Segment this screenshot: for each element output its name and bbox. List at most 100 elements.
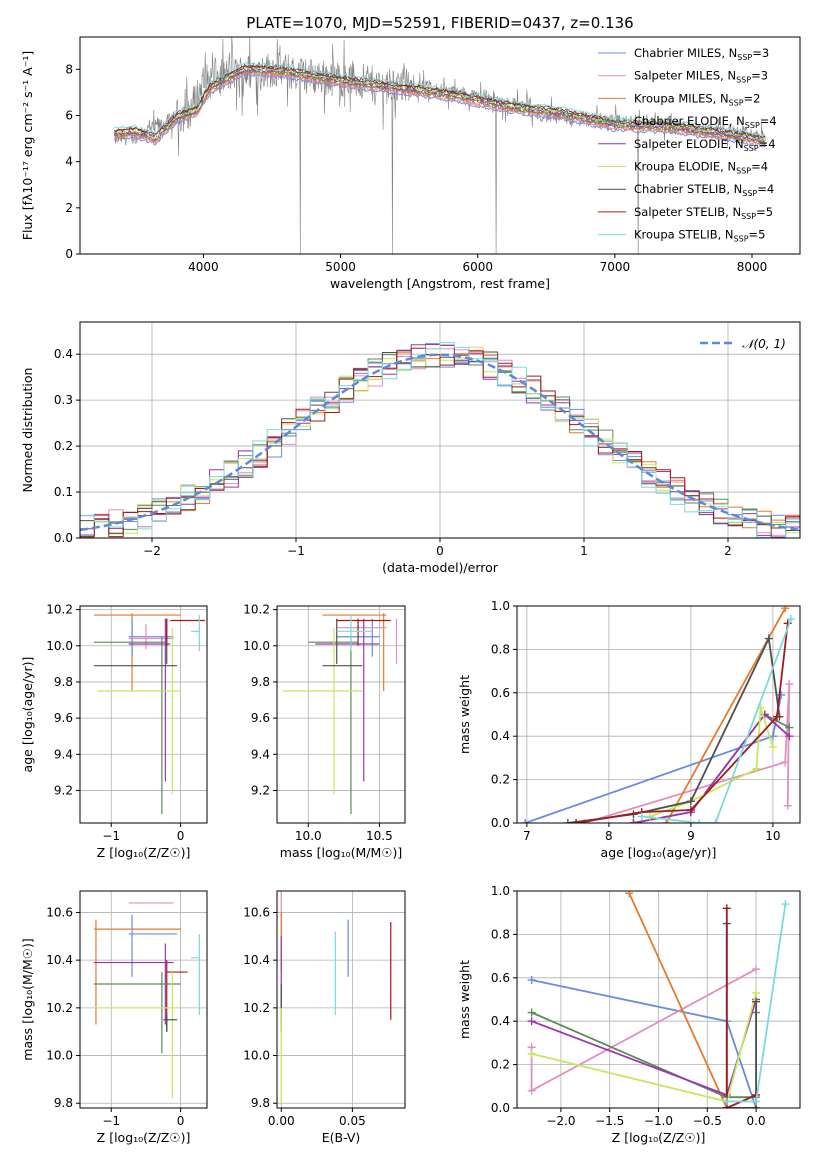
- figure-title: PLATE=1070, MJD=52591, FIBERID=0437, z=0…: [246, 14, 633, 32]
- x-tick-label: 10.0: [295, 829, 322, 843]
- y-tick-label: 9.2: [54, 783, 73, 797]
- legend-suffix: =4: [759, 137, 776, 151]
- plot-area: [280, 891, 392, 1104]
- y-tick-label: 9.6: [251, 711, 270, 725]
- legend-subscript: SSP: [736, 76, 751, 85]
- y-tick-label: 8: [65, 62, 73, 76]
- y-tick-label: 1.0: [491, 599, 510, 613]
- plot-area: [282, 613, 398, 814]
- legend-suffix: =3: [752, 46, 769, 60]
- y-tick-label: 10.6: [46, 905, 73, 919]
- legend-text: Kroupa MILES, N: [634, 91, 729, 105]
- legend-suffix: =4: [751, 160, 768, 174]
- legend-text: Salpeter STELIB, N: [634, 205, 741, 219]
- y-tick-label: 1.0: [491, 884, 510, 898]
- axes-border: [79, 36, 801, 255]
- y-tick-label: 0.4: [491, 1014, 510, 1028]
- x-tick-label: −1: [102, 829, 120, 843]
- axes-frame: −2 −1 0 1 2 0.0 0.1 0.2 0.3 0.4 (data-model)/error…: [20, 321, 801, 575]
- y-tick-label: 9.4: [54, 747, 73, 761]
- x-axis-label: (data-model)/error: [382, 560, 499, 575]
- y-tick-label: 9.8: [251, 675, 270, 689]
- marker-salpeter_elodie: [527, 1017, 536, 1026]
- x-tick-label: −2.0: [546, 1114, 575, 1128]
- x-tick-label: 6000: [462, 260, 493, 274]
- x-axis-label: Z [log₁₀(Z/Z☉)]: [612, 1130, 706, 1145]
- marker-kroupa_stelib: [786, 615, 795, 624]
- panel-age-vs-mass: 10.0 10.5 9.2 9.4 9.6 9.8 10.0 10.2 mass [log₁₀(…: [243, 603, 406, 860]
- axes-frame: 7 8 9 10 0.0 0.2 0.4 0.6 0.8 1.0 age [log₁₀(age/yr…: [457, 599, 801, 860]
- axes-frame: −1 0 9.2 9.4 9.6 9.8 10.0 10.2 Z [log₁₀(Z/Z☉)] ag…: [20, 603, 208, 860]
- legend-subscript: SSP: [741, 212, 756, 221]
- y-axis-label: Flux [fλ10⁻¹⁷ erg cm⁻² s⁻¹ A⁻¹]: [20, 51, 35, 240]
- marker-kroupa_stelib: [781, 900, 790, 909]
- y-tick-label: 10.4: [243, 953, 270, 967]
- legend-entry-kroupa_miles: Kroupa MILES, NSSP=2: [634, 91, 760, 107]
- x-tick-label: 10: [765, 829, 780, 843]
- axes-frame: 4000 5000 6000 7000 8000 0 2 4 6 8 wavelength [Ang…: [20, 36, 801, 291]
- model-spectrum-kroupa_stelib: [114, 61, 767, 138]
- legend-text: Chabrier STELIB, N: [634, 182, 742, 196]
- axes-frame: −1 0 9.8 10.0 10.2 10.4 10.6 Z [log₁₀(Z/Z☉)] mas…: [20, 890, 208, 1145]
- y-tick-label: 2: [65, 201, 73, 215]
- marker-chabrier_elodie: [785, 723, 794, 732]
- y-tick-label: 10.0: [243, 639, 270, 653]
- marker-kroupa_stelib: [711, 819, 720, 823]
- x-tick-label: 8: [605, 829, 613, 843]
- y-tick-label: 0.6: [491, 686, 510, 700]
- axes-frame: −2.0 −1.5 −1.0 −0.5 0.0 0.0 0.2 0.4 0.6 0.8 1.0 Z […: [457, 884, 801, 1145]
- x-tick-label: 1: [580, 544, 588, 558]
- marker-chabrier_miles: [777, 690, 786, 699]
- x-tick-label: 2: [724, 544, 732, 558]
- x-tick-label: 0: [436, 544, 444, 558]
- legend-subscript: SSP: [742, 189, 757, 198]
- x-tick-label: −2: [143, 544, 161, 558]
- x-axis-label: age [log₁₀(age/yr)]: [601, 845, 717, 860]
- panel-spectrum: 4000 5000 6000 7000 8000 0 2 4 6 8 wavelength [Ang…: [20, 36, 801, 291]
- series-chabrier_miles: [531, 979, 757, 1108]
- panel-age-vs-metallicity: −1 0 9.2 9.4 9.6 9.8 10.0 10.2 Z [log₁₀(Z/Z☉)] ag…: [20, 603, 208, 860]
- marker-salpeter_stelib: [572, 819, 581, 823]
- legend-subscript: SSP: [744, 144, 759, 153]
- y-tick-label: 10.4: [46, 953, 73, 967]
- panel-mass-vs-metallicity: −1 0 9.8 10.0 10.2 10.4 10.6 Z [log₁₀(Z/Z☉)] mas…: [20, 890, 208, 1145]
- y-axis-label: mass weight: [457, 960, 472, 1039]
- y-tick-label: 9.8: [54, 675, 73, 689]
- model-spectrum-salpeter_elodie: [113, 67, 767, 143]
- y-tick-label: 0.6: [491, 971, 510, 985]
- x-tick-label: 4000: [188, 260, 219, 274]
- series-kroupa_elodie: [531, 992, 757, 1108]
- model-spectrum-kroupa_elodie: [113, 66, 766, 142]
- plot-area: [113, 37, 767, 254]
- axes-border: [516, 605, 801, 824]
- x-tick-label: −0.5: [693, 1114, 722, 1128]
- legend-suffix: =3: [751, 69, 768, 83]
- x-tick-label: −1: [287, 544, 305, 558]
- marker-salpeter_miles: [527, 1086, 536, 1095]
- y-tick-label: 10.2: [243, 1001, 270, 1015]
- marker-salpeter_miles: [785, 680, 794, 689]
- axes-frame: 10.0 10.5 9.2 9.4 9.6 9.8 10.0 10.2 mass [log₁₀(…: [243, 603, 406, 860]
- marker-kroupa_miles: [781, 606, 790, 613]
- legend-subscript: SSP: [745, 121, 760, 130]
- y-tick-label: 0.4: [491, 729, 510, 743]
- y-tick-label: 10.2: [46, 1001, 73, 1015]
- y-tick-label: 0.4: [54, 347, 73, 361]
- legend-entry-chabrier_stelib: Chabrier STELIB, NSSP=4: [634, 182, 774, 198]
- marker-chabrier_stelib: [764, 634, 773, 643]
- y-tick-label: 10.0: [46, 639, 73, 653]
- normal-curve: [80, 353, 800, 532]
- x-tick-label: 0.00: [268, 1114, 295, 1128]
- legend-suffix: =2: [744, 91, 761, 105]
- y-tick-label: 9.8: [54, 1096, 73, 1110]
- plot-area: [527, 891, 790, 1108]
- y-tick-label: 0.2: [491, 1058, 510, 1072]
- y-tick-label: 0.0: [54, 531, 73, 545]
- marker-kroupa_elodie: [768, 743, 777, 752]
- marker-salpeter_stelib: [686, 805, 695, 814]
- marker-chabrier_stelib: [563, 819, 572, 823]
- legend-entry-kroupa_elodie: Kroupa ELODIE, NSSP=4: [634, 160, 768, 176]
- y-tick-label: 0.2: [491, 773, 510, 787]
- histogram-kroupa_stelib: [80, 342, 800, 538]
